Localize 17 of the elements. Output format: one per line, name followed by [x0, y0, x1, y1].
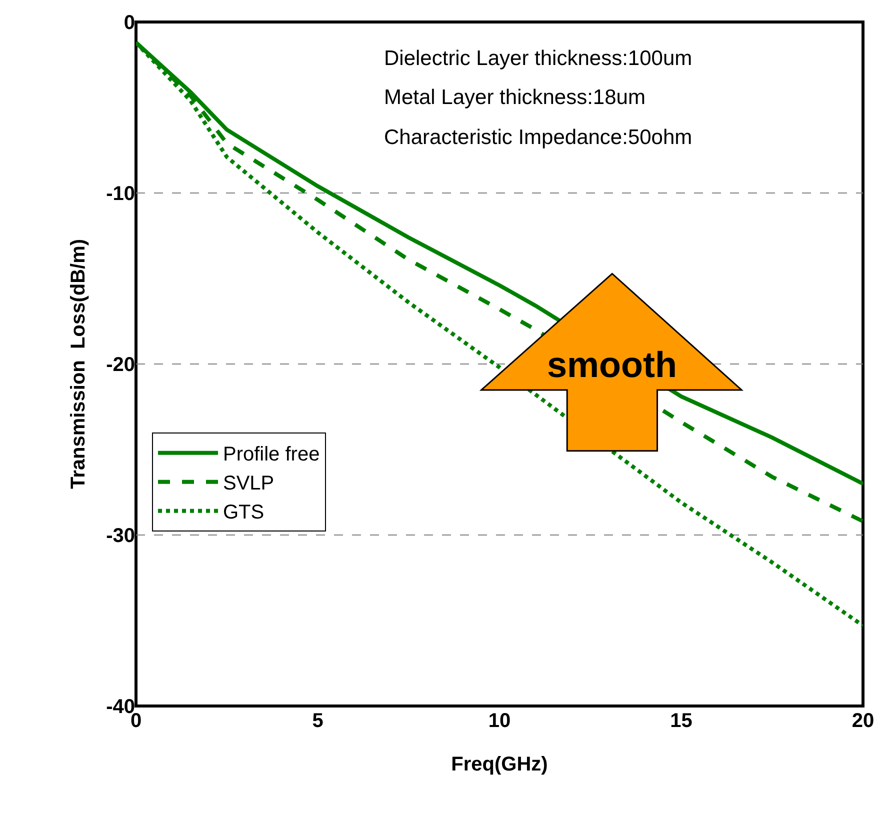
y-tick-label: 0	[124, 12, 135, 34]
y-tick-label: -10	[106, 183, 135, 205]
annotation: Characteristic Impedance:50ohm	[384, 126, 692, 149]
legend-label: Profile free	[222, 444, 320, 466]
annotation: smooth	[547, 344, 677, 385]
legend-label: SVLP	[222, 472, 274, 495]
annotation: Metal Layer thickness:18um	[384, 86, 646, 109]
x-tick-label: 10	[488, 710, 511, 732]
x-tick-label: 20	[852, 710, 874, 732]
x-tick-label: 5	[312, 710, 324, 732]
y-tick-label: -20	[106, 354, 135, 376]
annotation: Dielectric Layer thickness:100um	[384, 47, 692, 70]
legend-label: GTS	[222, 502, 264, 524]
y-tick-label: -30	[106, 525, 135, 547]
x-axis-title: Freq(GHz)	[451, 754, 548, 776]
x-tick-label: 15	[670, 710, 692, 732]
y-axis-title: Transmission Loss(dB/m)	[68, 238, 90, 490]
